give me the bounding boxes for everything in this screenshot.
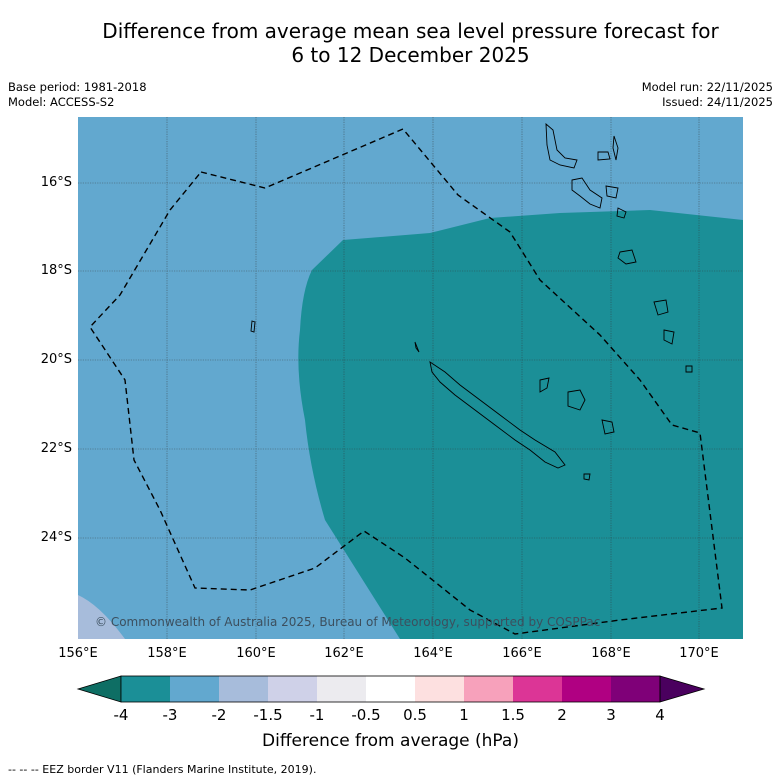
colorbar-tick-label: 3 [606,706,616,724]
island-malekula [571,177,603,209]
lon-label-160e: 160°E [236,646,276,661]
colorbar-bin [415,676,464,702]
colorbar-tick-label: -4 [113,706,129,724]
colorbar-frame [120,675,661,703]
meta-left: Base period: 1981-2018 Model: ACCESS-S2 [8,80,147,110]
colorbar-tick-label: -3 [162,706,178,724]
colorbar-tick-label: 0.5 [403,706,427,724]
island-aneityum [685,365,693,373]
island-erromango [653,299,669,316]
lon-label-158e: 158°E [147,646,187,661]
lon-label-162e: 162°E [324,646,364,661]
model-run: Model run: 22/11/2025 [641,80,773,94]
issued-date: Issued: 24/11/2025 [662,95,773,109]
colorbar-bin [513,676,562,702]
colorbar-tick-label: -0.5 [351,706,381,724]
colorbar-bin [170,676,219,702]
lat-label-18s: 18°S [40,263,72,278]
island-mare [601,419,615,435]
base-period: Base period: 1981-2018 [8,80,147,94]
lat-label-20s: 20°S [40,352,72,367]
colorbar-tick-label: -1 [309,706,325,724]
map-area: © Commonwealth of Australia 2025, Bureau… [78,117,743,639]
colorbar-label: Difference from average (hPa) [262,731,519,751]
colorbar-bin [611,676,660,702]
lon-label-164e: 164°E [413,646,453,661]
colorbar-bin [366,676,415,702]
island-ouvea [539,377,550,393]
eez-border-line [89,128,723,635]
colorbar-tick-label: 1 [459,706,469,724]
lon-label-168e: 168°E [591,646,631,661]
island-tanna [663,329,675,345]
colorbar-bin [562,676,611,702]
map-title: Difference from average mean sea level p… [40,19,781,67]
title-line-2: 6 to 12 December 2025 [291,43,530,67]
island-lifou [567,389,586,411]
lon-label-156e: 156°E [58,646,98,661]
title-line-1: Difference from average mean sea level p… [102,19,719,43]
colorbar-extend-max [659,675,706,703]
island-new-caledonia [429,361,566,469]
island-isle-of-pines [583,473,591,481]
colorbar-bin [317,676,366,702]
lat-label-16s: 16°S [40,175,72,190]
colorbar-tick-label: 1.5 [501,706,525,724]
island-espiritu-santo [545,122,578,169]
island-surprise [414,341,420,353]
island-efate [617,249,637,265]
colorbar-tick-label: 2 [557,706,567,724]
colorbar-extend-min [76,675,122,703]
island-pentecost [612,135,619,161]
anomaly-region-minus1.5-to-minus2 [78,595,125,639]
colorbar-bin [219,676,268,702]
colorbar [76,675,706,703]
lon-label-166e: 166°E [502,646,542,661]
lat-label-22s: 22°S [40,441,72,456]
colorbar-tick-label: 4 [655,706,665,724]
colorbar-bin [464,676,513,702]
copyright-notice: © Commonwealth of Australia 2025, Bureau… [95,615,600,629]
eez-legend-footer: -- -- -- EEZ border V11 (Flanders Marine… [8,763,317,776]
lon-label-170e: 170°E [679,646,719,661]
reef-chesterfield [250,320,256,333]
model-name: Model: ACCESS-S2 [8,95,115,109]
anomaly-region-minus3-to-minus4 [298,210,743,639]
colorbar-tick-label: -1.5 [253,706,283,724]
meta-right: Model run: 22/11/2025 Issued: 24/11/2025 [642,80,773,110]
island-epi [616,207,627,219]
graticule [78,117,743,639]
colorbar-bin [268,676,317,702]
island-ambrym [605,185,619,199]
colorbar-bin [121,676,170,702]
island-maewo [597,151,611,161]
lat-label-24s: 24°S [40,530,72,545]
coastlines [250,122,693,481]
colorbar-tick-label: -2 [211,706,227,724]
